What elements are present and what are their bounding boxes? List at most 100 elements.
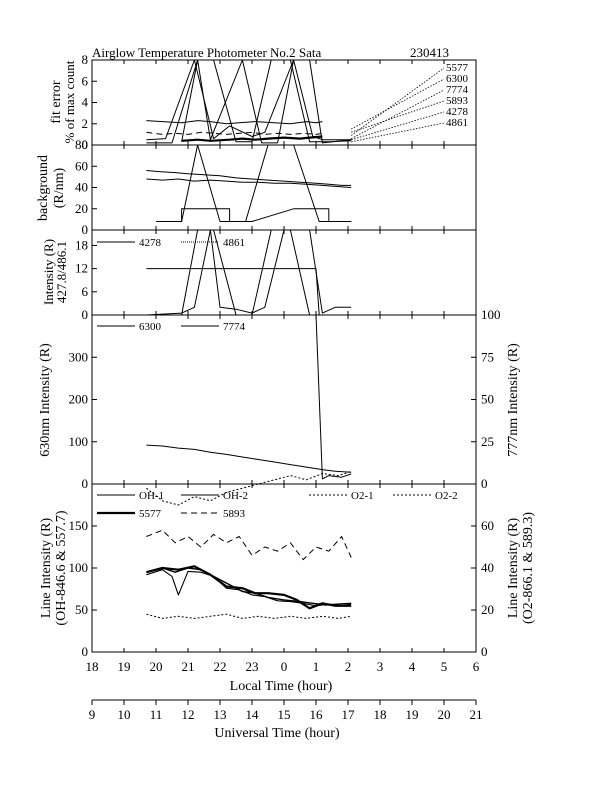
series-O2-2 (146, 613, 352, 619)
x-local-tick-label: 6 (473, 659, 480, 674)
callout-5577: 5577 (446, 62, 469, 74)
series-O2-1 (146, 470, 352, 506)
series-6300 (146, 444, 352, 473)
ylabel-630: 630nm Intensity (R) (38, 343, 53, 457)
ylabel-background-unit: (R/nm) (52, 167, 67, 208)
callout-4278: 4278 (446, 106, 469, 118)
panel-background: 0 20 40 60 80 (75, 137, 477, 237)
y-tick-label: 60 (75, 158, 88, 173)
y-tick-label: 0 (82, 137, 89, 152)
panels: 0246802040608006121801002003000255075100… (36, 52, 536, 741)
x-local-tick-label: 18 (86, 659, 99, 674)
chart-id: 230413 (410, 45, 449, 60)
series-5893 (146, 529, 352, 561)
y-tick-label: 18 (75, 237, 88, 252)
y2-tick-label: 75 (481, 349, 494, 364)
y-tick-label: 6 (82, 73, 89, 88)
y-tick-label: 4 (82, 95, 89, 110)
panel-frame (91, 144, 477, 231)
callout-7774: 7774 (446, 84, 469, 96)
y-tick-label: 300 (69, 349, 89, 364)
legend-6300: 6300 (139, 321, 162, 333)
x-universal-tick-label: 17 (342, 707, 356, 722)
x-local-tick-label: 20 (150, 659, 163, 674)
series-5893 (146, 131, 323, 135)
legend-oh-1: OH-1 (139, 490, 164, 502)
xlabel-local: Local Time (hour) (230, 679, 333, 694)
x-local-tick-label: 21 (182, 659, 195, 674)
y-tick-label: 0 (82, 476, 89, 491)
x-universal-tick-label: 19 (406, 707, 419, 722)
y-tick-label: 20 (75, 201, 88, 216)
y-tick-label: 50 (75, 602, 88, 617)
x-universal-tick-label: 15 (278, 707, 291, 722)
legend-o2-1: O2-1 (351, 490, 374, 502)
x-universal-tick-label: 14 (246, 707, 260, 722)
xlabel-universal: Universal Time (hour) (214, 726, 340, 741)
y-tick-label: 100 (69, 434, 89, 449)
y2-tick-label: 50 (481, 392, 494, 407)
y2-tick-label: 25 (481, 434, 494, 449)
callout-6300: 6300 (446, 73, 469, 85)
x-universal-tick-label: 16 (310, 707, 324, 722)
legend-5577: 5577 (139, 508, 162, 520)
callout-5893: 5893 (446, 95, 469, 107)
panel-fit-error: 0 2 4 6 8 (82, 52, 477, 152)
y2-tick-label: 40 (481, 560, 494, 575)
x-universal-tick-label: 13 (214, 707, 227, 722)
y-tick-label: 0 (82, 222, 89, 237)
x-universal-tick-label: 9 (89, 707, 96, 722)
x-universal-tick-label: 21 (470, 707, 483, 722)
y2label-o2-5893: (O2-866.1 & 589.3) (521, 512, 536, 624)
callout-leader-4278 (351, 111, 445, 141)
y2-tick-label: 0 (481, 476, 488, 491)
x-local-tick-label: 5 (441, 659, 448, 674)
y2-tick-label: 0 (481, 644, 488, 659)
y-tick-label: 150 (69, 518, 89, 533)
legend-5893: 5893 (223, 508, 246, 520)
series-4278 (146, 59, 352, 141)
x-local-tick-label: 22 (214, 659, 227, 674)
ylabel-background: background (36, 155, 51, 221)
ylabel-fit-error: fit error (49, 80, 64, 123)
series-s1 (146, 170, 352, 186)
callout-leader-7774 (351, 89, 445, 139)
series-4861-step (146, 268, 352, 316)
series-4861 (181, 59, 352, 143)
series-s2 (146, 178, 352, 188)
callout-leader-5577 (350, 67, 445, 136)
y-tick-label: 6 (82, 284, 89, 299)
y-tick-label: 200 (69, 392, 89, 407)
y2label-777: 777nm Intensity (R) (506, 343, 521, 457)
y2-tick-label: 100 (481, 307, 501, 322)
callout-leader-4861 (351, 122, 445, 143)
x-universal-tick-label: 20 (438, 707, 451, 722)
callout-leader-6300 (351, 78, 445, 130)
legend-4278: 4278 (139, 237, 162, 249)
callout-leader-5893 (351, 100, 445, 133)
x-local-tick-label: 19 (118, 659, 131, 674)
x-local-tick-label: 1 (313, 659, 320, 674)
panel-630-777: 0 100 200 300 0 25 50 75 100 (69, 307, 501, 491)
ylabel-line-intensity: Line Intensity (R) (39, 518, 54, 619)
series-5577 (181, 135, 323, 142)
panel-line-intensity: 0 50 100 150 0 20 40 60 (69, 470, 494, 659)
legend-7774: 7774 (223, 321, 246, 333)
chart-title: Airglow Temperature Photometer No.2 Sata (92, 45, 322, 60)
series-OH-1 (146, 567, 352, 606)
ylabel-intensity: Intensity (R) (41, 239, 56, 305)
ylabel-intensity-lines: 427.8/486.1 (54, 241, 69, 303)
y-tick-label: 0 (82, 644, 89, 659)
x-local-tick-label: 2 (345, 659, 352, 674)
series-OH-2 (146, 569, 352, 607)
x-universal-tick-label: 10 (118, 707, 131, 722)
x-local-tick-label: 4 (409, 659, 416, 674)
callout-4861: 4861 (446, 117, 468, 129)
series-5577 (146, 565, 352, 610)
x-local-tick-label: 0 (281, 659, 288, 674)
series-s3 (156, 208, 352, 222)
panel-intensity-427-486: 0 6 12 18 (75, 229, 477, 322)
y2-tick-label: 20 (481, 602, 494, 617)
series-s4 (156, 144, 352, 222)
series-7774 (146, 59, 352, 144)
